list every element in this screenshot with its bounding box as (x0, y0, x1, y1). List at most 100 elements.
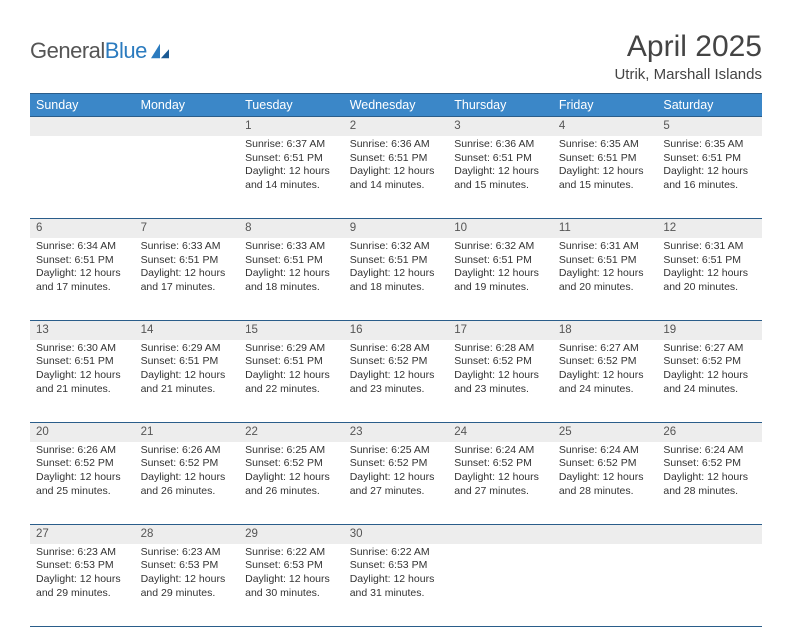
daylight-text: and 26 minutes. (245, 485, 338, 499)
sunset-text: Sunset: 6:52 PM (350, 457, 443, 471)
day-data-cell: Sunrise: 6:27 AMSunset: 6:52 PMDaylight:… (553, 340, 658, 423)
sunset-text: Sunset: 6:52 PM (559, 355, 652, 369)
sunrise-text: Sunrise: 6:27 AM (663, 342, 756, 356)
day-data-row: Sunrise: 6:37 AMSunset: 6:51 PMDaylight:… (30, 136, 762, 219)
sunrise-text: Sunrise: 6:24 AM (454, 444, 547, 458)
day-info: Sunrise: 6:28 AMSunset: 6:52 PMDaylight:… (448, 340, 553, 401)
daylight-text: Daylight: 12 hours (350, 267, 443, 281)
daylight-text: and 17 minutes. (36, 281, 129, 295)
day-number-cell: 8 (239, 218, 344, 237)
daylight-text: Daylight: 12 hours (141, 573, 234, 587)
day-number-cell (448, 524, 553, 543)
sunset-text: Sunset: 6:53 PM (245, 559, 338, 573)
sunrise-text: Sunrise: 6:33 AM (141, 240, 234, 254)
daylight-text: Daylight: 12 hours (350, 369, 443, 383)
day-number-cell: 25 (553, 422, 658, 441)
day-data-cell (553, 544, 658, 627)
day-number-cell: 12 (657, 218, 762, 237)
day-info: Sunrise: 6:22 AMSunset: 6:53 PMDaylight:… (239, 544, 344, 605)
day-number-cell: 4 (553, 117, 658, 136)
day-data-cell: Sunrise: 6:23 AMSunset: 6:53 PMDaylight:… (135, 544, 240, 627)
day-data-cell: Sunrise: 6:36 AMSunset: 6:51 PMDaylight:… (344, 136, 449, 219)
day-info: Sunrise: 6:32 AMSunset: 6:51 PMDaylight:… (344, 238, 449, 299)
header: GeneralBlue April 2025 Utrik, Marshall I… (30, 30, 762, 83)
daylight-text: Daylight: 12 hours (454, 369, 547, 383)
daylight-text: and 25 minutes. (36, 485, 129, 499)
day-info: Sunrise: 6:30 AMSunset: 6:51 PMDaylight:… (30, 340, 135, 401)
daylight-text: and 29 minutes. (141, 587, 234, 601)
sunrise-text: Sunrise: 6:24 AM (663, 444, 756, 458)
logo-word-b: Blue (105, 38, 147, 63)
sunset-text: Sunset: 6:51 PM (141, 355, 234, 369)
sunrise-text: Sunrise: 6:29 AM (245, 342, 338, 356)
title-block: April 2025 Utrik, Marshall Islands (614, 30, 762, 83)
daylight-text: Daylight: 12 hours (141, 471, 234, 485)
day-data-cell: Sunrise: 6:31 AMSunset: 6:51 PMDaylight:… (657, 238, 762, 321)
weekday-header: Monday (135, 94, 240, 117)
daylight-text: Daylight: 12 hours (559, 471, 652, 485)
day-data-cell: Sunrise: 6:23 AMSunset: 6:53 PMDaylight:… (30, 544, 135, 627)
day-number-cell: 23 (344, 422, 449, 441)
daylight-text: and 19 minutes. (454, 281, 547, 295)
daylight-text: Daylight: 12 hours (350, 165, 443, 179)
sunset-text: Sunset: 6:52 PM (36, 457, 129, 471)
daylight-text: Daylight: 12 hours (350, 573, 443, 587)
sunset-text: Sunset: 6:53 PM (350, 559, 443, 573)
sunset-text: Sunset: 6:52 PM (245, 457, 338, 471)
day-number-cell: 11 (553, 218, 658, 237)
day-data-row: Sunrise: 6:26 AMSunset: 6:52 PMDaylight:… (30, 442, 762, 525)
sunset-text: Sunset: 6:51 PM (245, 355, 338, 369)
day-data-cell: Sunrise: 6:25 AMSunset: 6:52 PMDaylight:… (239, 442, 344, 525)
sunrise-text: Sunrise: 6:35 AM (559, 138, 652, 152)
day-data-cell: Sunrise: 6:32 AMSunset: 6:51 PMDaylight:… (344, 238, 449, 321)
daylight-text: Daylight: 12 hours (559, 369, 652, 383)
day-info: Sunrise: 6:27 AMSunset: 6:52 PMDaylight:… (553, 340, 658, 401)
day-data-cell (30, 136, 135, 219)
daylight-text: Daylight: 12 hours (245, 573, 338, 587)
day-data-cell: Sunrise: 6:29 AMSunset: 6:51 PMDaylight:… (135, 340, 240, 423)
day-data-cell: Sunrise: 6:34 AMSunset: 6:51 PMDaylight:… (30, 238, 135, 321)
day-number-cell: 18 (553, 320, 658, 339)
day-number-cell: 6 (30, 218, 135, 237)
day-info: Sunrise: 6:27 AMSunset: 6:52 PMDaylight:… (657, 340, 762, 401)
day-data-cell: Sunrise: 6:28 AMSunset: 6:52 PMDaylight:… (344, 340, 449, 423)
day-info: Sunrise: 6:31 AMSunset: 6:51 PMDaylight:… (657, 238, 762, 299)
sunset-text: Sunset: 6:51 PM (245, 254, 338, 268)
day-data-cell: Sunrise: 6:30 AMSunset: 6:51 PMDaylight:… (30, 340, 135, 423)
day-info: Sunrise: 6:24 AMSunset: 6:52 PMDaylight:… (657, 442, 762, 503)
day-number-cell: 19 (657, 320, 762, 339)
sunrise-text: Sunrise: 6:27 AM (559, 342, 652, 356)
daylight-text: Daylight: 12 hours (663, 471, 756, 485)
daylight-text: and 23 minutes. (454, 383, 547, 397)
daylight-text: Daylight: 12 hours (245, 471, 338, 485)
day-data-cell (448, 544, 553, 627)
day-number-cell (553, 524, 658, 543)
sunset-text: Sunset: 6:52 PM (454, 355, 547, 369)
day-number-cell (30, 117, 135, 136)
sail-icon (149, 42, 171, 60)
day-data-cell: Sunrise: 6:22 AMSunset: 6:53 PMDaylight:… (344, 544, 449, 627)
sunrise-text: Sunrise: 6:26 AM (141, 444, 234, 458)
day-info: Sunrise: 6:22 AMSunset: 6:53 PMDaylight:… (344, 544, 449, 605)
day-data-row: Sunrise: 6:23 AMSunset: 6:53 PMDaylight:… (30, 544, 762, 627)
day-number-cell: 22 (239, 422, 344, 441)
weekday-header: Friday (553, 94, 658, 117)
daylight-text: and 15 minutes. (559, 179, 652, 193)
day-number-cell: 16 (344, 320, 449, 339)
daylight-text: Daylight: 12 hours (559, 165, 652, 179)
sunset-text: Sunset: 6:51 PM (559, 152, 652, 166)
day-info: Sunrise: 6:29 AMSunset: 6:51 PMDaylight:… (135, 340, 240, 401)
page-title: April 2025 (614, 30, 762, 64)
sunset-text: Sunset: 6:52 PM (559, 457, 652, 471)
day-number-cell: 21 (135, 422, 240, 441)
daylight-text: and 21 minutes. (36, 383, 129, 397)
day-info: Sunrise: 6:35 AMSunset: 6:51 PMDaylight:… (657, 136, 762, 197)
day-data-row: Sunrise: 6:30 AMSunset: 6:51 PMDaylight:… (30, 340, 762, 423)
daylight-text: and 20 minutes. (559, 281, 652, 295)
sunset-text: Sunset: 6:53 PM (141, 559, 234, 573)
daylight-text: and 27 minutes. (350, 485, 443, 499)
day-data-cell: Sunrise: 6:37 AMSunset: 6:51 PMDaylight:… (239, 136, 344, 219)
day-info: Sunrise: 6:24 AMSunset: 6:52 PMDaylight:… (448, 442, 553, 503)
weekday-header: Thursday (448, 94, 553, 117)
daylight-text: and 28 minutes. (663, 485, 756, 499)
